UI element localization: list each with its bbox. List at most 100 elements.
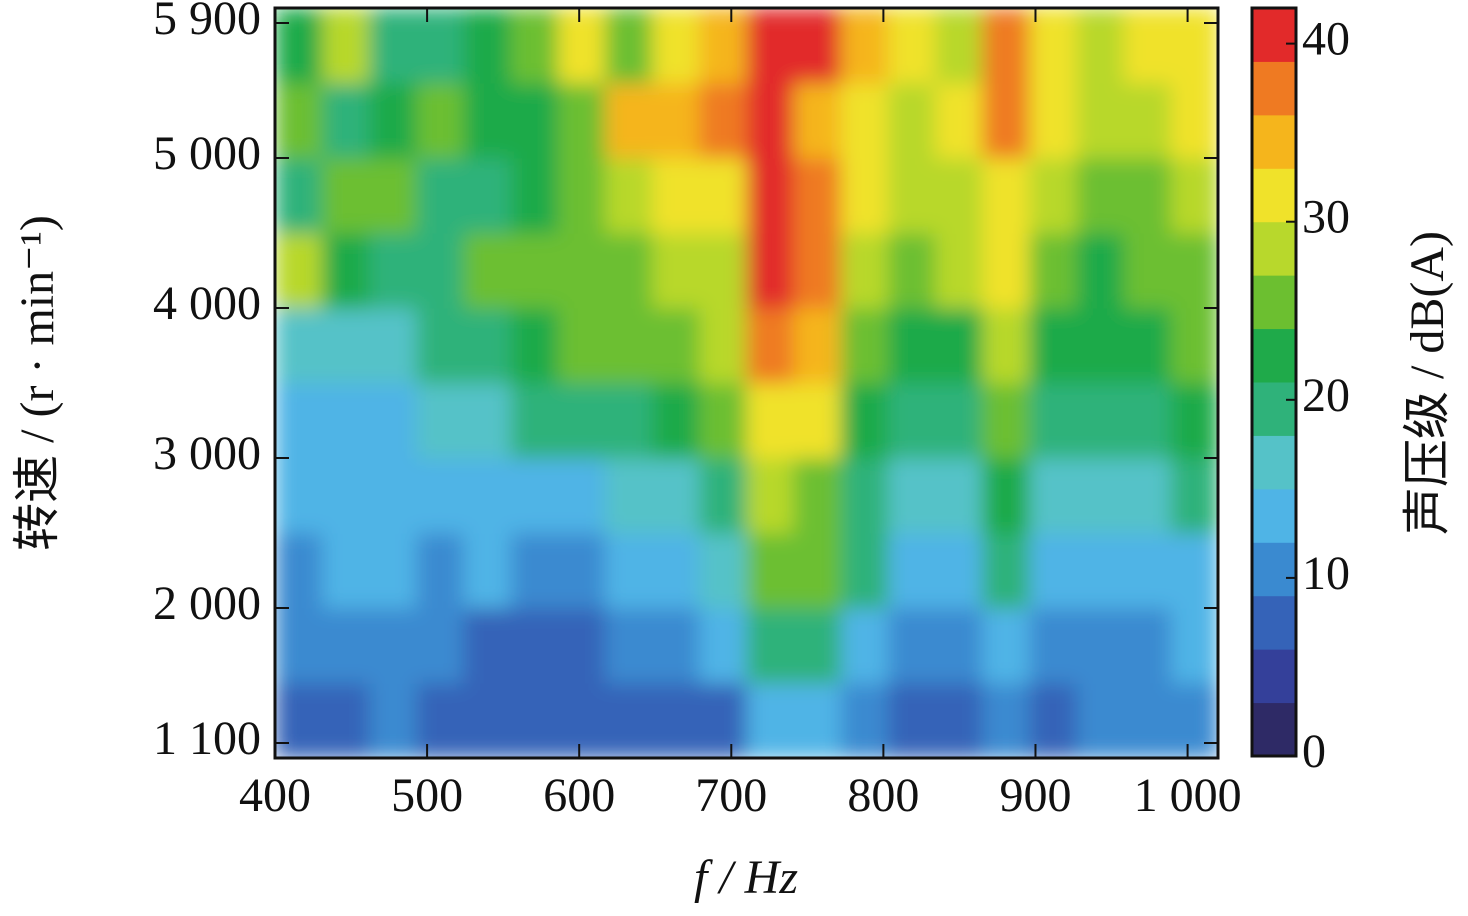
cell bbox=[557, 383, 606, 459]
colorbar-swatch bbox=[1252, 488, 1296, 543]
cell bbox=[557, 683, 606, 758]
colorbar-swatch bbox=[1252, 61, 1296, 116]
cell bbox=[275, 533, 323, 609]
cell bbox=[1123, 683, 1172, 758]
colorbar: 0 10 20 30 40 bbox=[1250, 6, 1350, 778]
x-tick-label: 700 bbox=[695, 769, 767, 822]
y-tick-label: 3 000 bbox=[153, 427, 261, 480]
cell bbox=[322, 608, 370, 684]
cell bbox=[840, 233, 889, 309]
cell bbox=[605, 83, 653, 159]
cell bbox=[463, 458, 512, 534]
cell bbox=[652, 458, 700, 534]
cell bbox=[935, 158, 983, 234]
cell bbox=[463, 383, 512, 459]
cell bbox=[416, 158, 465, 234]
cell bbox=[699, 533, 747, 609]
colorbar-tick-label: 10 bbox=[1302, 547, 1350, 600]
cell bbox=[935, 233, 983, 309]
y-tick-label: 4 000 bbox=[153, 277, 261, 330]
cell bbox=[1029, 8, 1078, 84]
colorbar-frame bbox=[1250, 6, 1298, 758]
cell bbox=[1123, 308, 1172, 384]
cell bbox=[605, 458, 653, 534]
cell bbox=[322, 158, 370, 234]
colorbar-swatch bbox=[1252, 542, 1296, 597]
y-tick-label: 2 000 bbox=[153, 577, 261, 630]
cell bbox=[322, 308, 370, 384]
cell bbox=[935, 608, 983, 684]
cell bbox=[935, 533, 983, 609]
colorbar-swatch bbox=[1252, 649, 1296, 704]
cell bbox=[557, 458, 606, 534]
y-tick-label: 5 900 bbox=[153, 0, 261, 45]
cell bbox=[1029, 233, 1078, 309]
cell bbox=[982, 233, 1030, 309]
colorbar-title: 声压级 / dB(A) bbox=[1401, 231, 1454, 535]
cell bbox=[369, 308, 417, 384]
cell bbox=[275, 458, 323, 534]
cell bbox=[746, 308, 795, 384]
cell bbox=[275, 8, 323, 84]
cell bbox=[699, 608, 747, 684]
cell bbox=[1076, 308, 1125, 384]
x-tick-label: 500 bbox=[391, 769, 463, 822]
cell bbox=[463, 83, 512, 159]
cell bbox=[369, 458, 417, 534]
cell bbox=[1076, 83, 1125, 159]
cell bbox=[1170, 608, 1218, 684]
cell bbox=[982, 383, 1030, 459]
cell bbox=[1123, 383, 1172, 459]
colorbar-swatch bbox=[1252, 328, 1296, 383]
cell bbox=[699, 83, 747, 159]
x-tick-label: 900 bbox=[999, 769, 1071, 822]
cell bbox=[605, 8, 653, 84]
cell bbox=[1076, 383, 1125, 459]
y-tick-label: 5 000 bbox=[153, 127, 261, 180]
cell bbox=[1076, 158, 1125, 234]
cell bbox=[982, 308, 1030, 384]
cell bbox=[652, 308, 700, 384]
heatmap bbox=[275, 8, 1218, 758]
cell bbox=[275, 383, 323, 459]
cell bbox=[369, 8, 417, 84]
cell bbox=[982, 158, 1030, 234]
cell bbox=[746, 458, 795, 534]
cell bbox=[746, 8, 795, 84]
cell bbox=[275, 233, 323, 309]
cell bbox=[557, 83, 606, 159]
cell bbox=[982, 683, 1030, 758]
cell bbox=[793, 608, 842, 684]
cell bbox=[557, 158, 606, 234]
cell bbox=[1076, 608, 1125, 684]
cell bbox=[369, 533, 417, 609]
x-tick-label: 400 bbox=[239, 769, 311, 822]
cell bbox=[793, 83, 842, 159]
cell bbox=[840, 683, 889, 758]
cell bbox=[840, 533, 889, 609]
cell bbox=[1029, 458, 1078, 534]
cell bbox=[887, 608, 936, 684]
x-axis-title: f / Hz bbox=[694, 851, 798, 904]
cell bbox=[510, 608, 559, 684]
cell bbox=[887, 233, 936, 309]
cell bbox=[557, 308, 606, 384]
cell bbox=[699, 8, 747, 84]
cell bbox=[1123, 608, 1172, 684]
cell bbox=[369, 83, 417, 159]
cell bbox=[557, 233, 606, 309]
cell bbox=[510, 83, 559, 159]
cell bbox=[652, 683, 700, 758]
x-tick-label: 800 bbox=[847, 769, 919, 822]
cell bbox=[1029, 308, 1078, 384]
cell bbox=[322, 233, 370, 309]
cell bbox=[652, 233, 700, 309]
cell bbox=[1076, 233, 1125, 309]
cell bbox=[840, 83, 889, 159]
cell bbox=[369, 158, 417, 234]
cell bbox=[510, 533, 559, 609]
cell bbox=[416, 383, 465, 459]
colorbar-swatch bbox=[1252, 8, 1296, 62]
cell bbox=[793, 233, 842, 309]
cell bbox=[510, 233, 559, 309]
